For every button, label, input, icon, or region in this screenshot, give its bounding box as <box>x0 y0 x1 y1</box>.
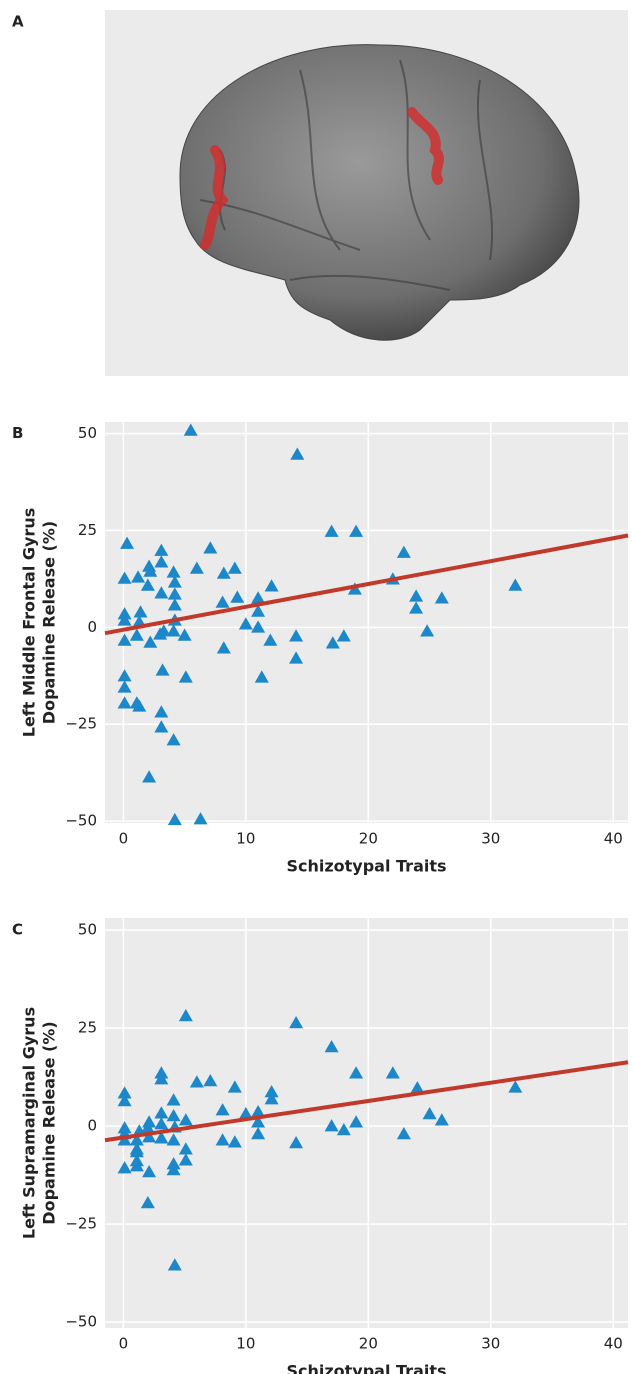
y-axis-label: Left Supramarginal Gyrus <box>20 1007 39 1239</box>
y-axis-label: Dopamine Release (%) <box>40 1021 59 1224</box>
y-tick-label: 25 <box>78 1019 97 1037</box>
y-tick-label: 0 <box>87 1117 97 1135</box>
x-tick-label: 0 <box>119 830 129 848</box>
y-tick-label: −50 <box>65 812 97 830</box>
x-axis-label: Schizotypal Traits <box>286 857 446 876</box>
y-tick-label: 25 <box>78 521 97 539</box>
x-tick-label: 40 <box>604 1335 623 1353</box>
y-tick-label: 50 <box>78 424 97 442</box>
panel-label: C <box>12 921 23 939</box>
x-tick-label: 40 <box>604 830 623 848</box>
y-tick-label: 0 <box>87 618 97 636</box>
plot-background <box>105 422 628 823</box>
x-tick-label: 0 <box>119 1335 129 1353</box>
x-tick-label: 20 <box>359 1335 378 1353</box>
x-tick-label: 10 <box>236 1335 255 1353</box>
panel-label: B <box>12 424 23 442</box>
panel-label: A <box>12 13 24 31</box>
x-tick-label: 30 <box>481 830 500 848</box>
figure: A B 0 10 20 30 40 −50 −25 0 25 50 Schizotypal Traits… <box>0 0 633 1374</box>
x-tick-label: 10 <box>236 830 255 848</box>
x-axis-label: Schizotypal Traits <box>286 1362 446 1374</box>
y-tick-label: −50 <box>65 1313 97 1331</box>
y-tick-label: −25 <box>65 1215 97 1233</box>
y-axis-label: Left Middle Frontal Gyrus <box>20 508 39 738</box>
y-tick-label: −25 <box>65 715 97 733</box>
y-axis-label: Dopamine Release (%) <box>40 521 59 724</box>
x-tick-label: 20 <box>359 830 378 848</box>
brain-image <box>105 10 628 376</box>
y-tick-label: 50 <box>78 921 97 939</box>
x-tick-label: 30 <box>481 1335 500 1353</box>
